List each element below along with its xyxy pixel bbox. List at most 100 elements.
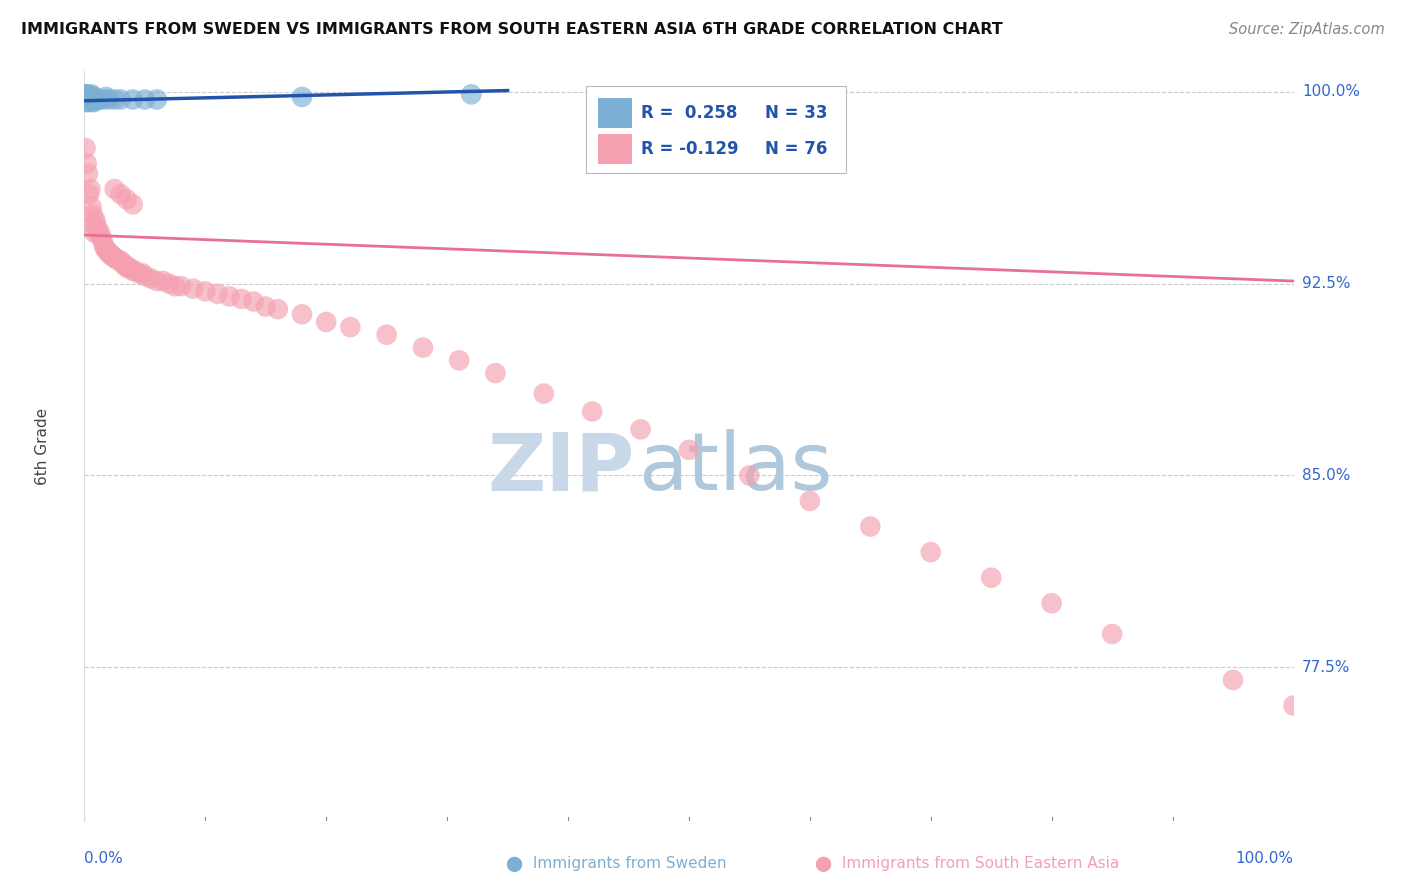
Point [91, 93, 114, 107]
Point [291, 307, 314, 321]
Text: 6th Grade: 6th Grade [35, 408, 49, 484]
Text: R =  0.258: R = 0.258 [641, 103, 737, 121]
Point [76, 93, 98, 107]
Point [94, 244, 117, 258]
Text: ⬤  Immigrants from Sweden: ⬤ Immigrants from Sweden [506, 856, 727, 872]
Text: 85.0%: 85.0% [1302, 468, 1350, 483]
Point [449, 353, 471, 368]
Point [267, 302, 290, 317]
Point [77, 87, 100, 102]
Point [104, 251, 127, 265]
Point [115, 259, 138, 273]
Point [104, 182, 127, 196]
Text: N = 76: N = 76 [765, 139, 828, 158]
Point [75, 141, 97, 155]
Point [134, 93, 156, 107]
Point [110, 93, 132, 107]
Point [86, 93, 108, 107]
Point [77, 95, 100, 109]
Point [231, 292, 253, 306]
Point [170, 279, 193, 293]
Point [80, 95, 103, 109]
Point [128, 266, 150, 280]
Point [75, 90, 97, 104]
Point [124, 264, 146, 278]
Point [339, 320, 361, 334]
Text: 0.0%: 0.0% [84, 851, 124, 866]
Text: N = 33: N = 33 [765, 103, 828, 121]
Point [678, 442, 700, 457]
Point [77, 93, 100, 107]
Point [87, 93, 110, 107]
Point [859, 519, 882, 533]
Point [84, 93, 107, 107]
Point [738, 468, 761, 483]
Point [79, 182, 101, 196]
Point [375, 327, 398, 342]
Text: IMMIGRANTS FROM SWEDEN VS IMMIGRANTS FROM SOUTH EASTERN ASIA 6TH GRADE CORRELATI: IMMIGRANTS FROM SWEDEN VS IMMIGRANTS FRO… [21, 22, 1002, 37]
Point [84, 212, 107, 227]
Point [194, 285, 217, 299]
Text: 100.0%: 100.0% [1302, 85, 1360, 99]
Point [254, 300, 277, 314]
FancyBboxPatch shape [586, 87, 846, 172]
Point [86, 223, 108, 237]
Point [460, 87, 482, 102]
Point [152, 274, 174, 288]
Point [533, 386, 555, 401]
Point [77, 187, 100, 202]
Point [1222, 673, 1244, 687]
Point [82, 218, 104, 232]
Point [77, 93, 100, 107]
Point [112, 256, 135, 270]
Point [242, 294, 264, 309]
Point [82, 93, 104, 107]
Point [104, 251, 127, 265]
Point [139, 271, 162, 285]
Text: 77.5%: 77.5% [1302, 660, 1350, 674]
Point [207, 286, 229, 301]
Point [93, 238, 115, 252]
Point [76, 87, 98, 102]
Text: Source: ZipAtlas.com: Source: ZipAtlas.com [1229, 22, 1385, 37]
Point [218, 289, 240, 303]
Point [82, 90, 104, 104]
FancyBboxPatch shape [599, 97, 633, 128]
Point [79, 90, 101, 104]
Point [75, 87, 97, 102]
Point [121, 93, 143, 107]
FancyBboxPatch shape [599, 134, 633, 163]
Point [90, 230, 112, 244]
Point [920, 545, 942, 559]
Point [76, 95, 98, 109]
Point [165, 279, 187, 293]
Point [1101, 627, 1123, 641]
Point [94, 90, 117, 104]
Point [91, 233, 114, 247]
Text: atlas: atlas [638, 429, 832, 508]
Point [112, 259, 135, 273]
Point [76, 156, 98, 170]
Point [120, 261, 142, 276]
Point [110, 187, 132, 202]
Text: 100.0%: 100.0% [1236, 851, 1294, 866]
Point [79, 93, 101, 107]
Point [86, 218, 108, 232]
Text: ZIP: ZIP [488, 429, 634, 508]
Point [115, 192, 138, 206]
Point [107, 253, 129, 268]
Point [87, 227, 110, 242]
Point [134, 268, 156, 283]
Point [77, 90, 100, 104]
Point [146, 93, 169, 107]
Point [97, 93, 120, 107]
Point [117, 261, 139, 276]
Point [80, 200, 103, 214]
Point [1040, 596, 1063, 610]
Point [101, 248, 124, 262]
Point [131, 266, 153, 280]
Point [83, 95, 105, 109]
Point [315, 315, 337, 329]
Text: ⬤  Immigrants from South Eastern Asia: ⬤ Immigrants from South Eastern Asia [815, 856, 1119, 872]
Point [121, 197, 143, 211]
